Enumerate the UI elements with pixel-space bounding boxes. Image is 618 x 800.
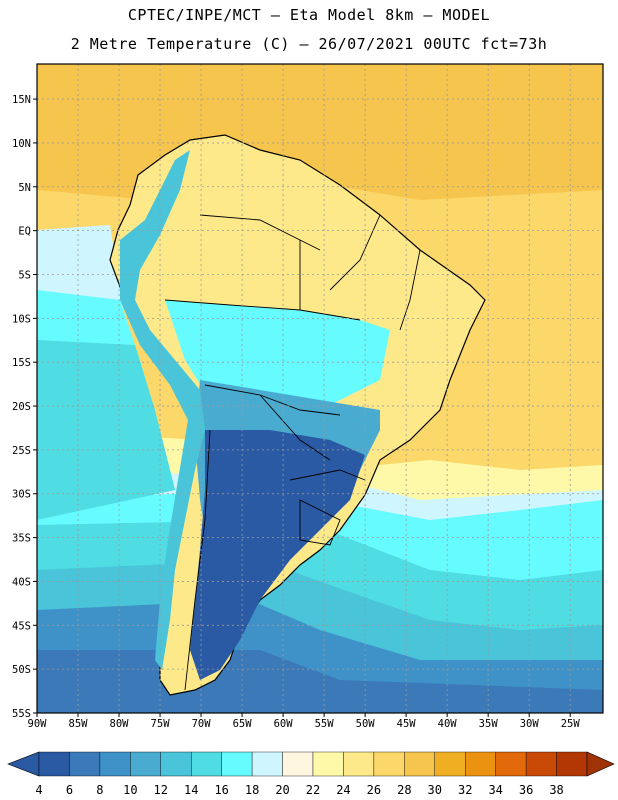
map-frame xyxy=(36,63,604,714)
pacific-band-14 xyxy=(37,340,175,520)
colorbar-level-label: 26 xyxy=(367,783,381,797)
lon-tick-label: 75W xyxy=(151,718,171,730)
lat-tick-label: 55S xyxy=(12,708,31,720)
colorbar-level-label: 20 xyxy=(275,783,289,797)
lat-tick-label: 40S xyxy=(12,576,31,588)
lon-tick-label: 60W xyxy=(274,718,294,730)
colorbar-swatch xyxy=(434,751,466,777)
lat-tick-label: 15S xyxy=(12,357,31,369)
colorbar-level-label: 18 xyxy=(245,783,259,797)
colorbar-under-triangle xyxy=(7,751,40,777)
lat-tick-label: 50S xyxy=(12,664,31,676)
colorbar-swatch xyxy=(343,751,375,777)
colorbar-swatch xyxy=(404,751,435,777)
lon-tick-label: 65W xyxy=(233,718,253,730)
lon-tick-label: 50W xyxy=(356,718,376,730)
colorbar-level-label: 10 xyxy=(123,783,137,797)
colorbar-level-label: 32 xyxy=(458,783,472,797)
lon-tick-label: 70W xyxy=(192,718,212,730)
colorbar-swatch xyxy=(373,751,405,777)
colorbar-level-label: 14 xyxy=(184,783,198,797)
colorbar-level-label: 36 xyxy=(519,783,533,797)
latitude-axis: 15N 10N 5N EQ 5S 10S 15S 20S 25S 30S 35S 40S 45S 50S 5… xyxy=(12,94,37,720)
lon-tick-label: 45W xyxy=(397,718,417,730)
colorbar-level-label: 12 xyxy=(154,783,168,797)
chart-title-line1: CPTEC/INPE/MCT – Eta Model 8km – MODEL xyxy=(127,6,491,24)
lat-tick-label: 10S xyxy=(12,313,31,325)
colorbar-level-label: 22 xyxy=(306,783,320,797)
colorbar-level-label: 8 xyxy=(96,783,103,797)
lat-tick-label: 45S xyxy=(12,620,31,632)
colorbar-swatch xyxy=(525,751,557,777)
colorbar-swatch xyxy=(251,751,283,777)
map-field xyxy=(37,64,603,713)
colorbar-swatch xyxy=(282,751,314,777)
lat-tick-label: 5N xyxy=(18,182,31,194)
colorbar-swatch xyxy=(495,751,527,777)
colorbar-level-label: 30 xyxy=(428,783,442,797)
longitude-axis: 90W 85W 80W 75W 70W 65W 60W 55W 50W 45W 40W 35W 30W 2… xyxy=(28,713,581,730)
colorbar-over-triangle xyxy=(586,751,615,777)
gridlines xyxy=(37,64,603,713)
chart-title-line2: 2 Metre Temperature (C) – 26/07/2021 00U… xyxy=(70,35,548,53)
country-borders xyxy=(164,214,421,691)
lon-tick-label: 55W xyxy=(315,718,335,730)
colorbar-level-label: 4 xyxy=(35,783,42,797)
lon-tick-label: 80W xyxy=(110,718,130,730)
colorbar-swatch xyxy=(191,751,222,777)
lat-tick-label: 30S xyxy=(12,489,31,501)
colorbar-level-label: 16 xyxy=(214,783,228,797)
colorbar-swatch xyxy=(556,751,588,777)
colorbar-swatch xyxy=(130,751,161,777)
land-band-4 xyxy=(190,430,365,680)
lon-tick-label: 25W xyxy=(561,718,581,730)
lat-tick-label: 15N xyxy=(12,94,31,106)
colorbar-swatch xyxy=(38,751,70,777)
colorbar-level-label: 38 xyxy=(549,783,563,797)
colorbar-swatch xyxy=(221,751,253,777)
lon-tick-label: 90W xyxy=(28,718,48,730)
colorbar-swatch xyxy=(312,751,344,777)
lat-tick-label: 35S xyxy=(12,533,31,545)
lon-tick-label: 35W xyxy=(479,718,499,730)
colorbar-level-label: 24 xyxy=(336,783,350,797)
lat-tick-label: 20S xyxy=(12,401,31,413)
lon-tick-label: 40W xyxy=(438,718,458,730)
colorbar-swatch xyxy=(465,751,496,777)
colorbar-swatch xyxy=(160,751,192,777)
lat-tick-label: 25S xyxy=(12,445,31,457)
lat-tick-label: 5S xyxy=(18,269,31,281)
andes-band xyxy=(120,150,205,670)
lat-tick-label: EQ xyxy=(18,226,31,238)
colorbar-level-label: 28 xyxy=(397,783,411,797)
lat-tick-label: 10N xyxy=(12,138,31,150)
colorbar-level-label: 6 xyxy=(66,783,73,797)
lon-tick-label: 85W xyxy=(69,718,89,730)
colorbar-level-label: 34 xyxy=(488,783,502,797)
colorbar: 4 6 8 10 12 14 16 18 20 22 24 26 28 30 32 34 36 38 xyxy=(7,751,615,797)
colorbar-swatch xyxy=(69,751,101,777)
colorbar-swatch xyxy=(99,751,131,777)
lon-tick-label: 30W xyxy=(520,718,540,730)
